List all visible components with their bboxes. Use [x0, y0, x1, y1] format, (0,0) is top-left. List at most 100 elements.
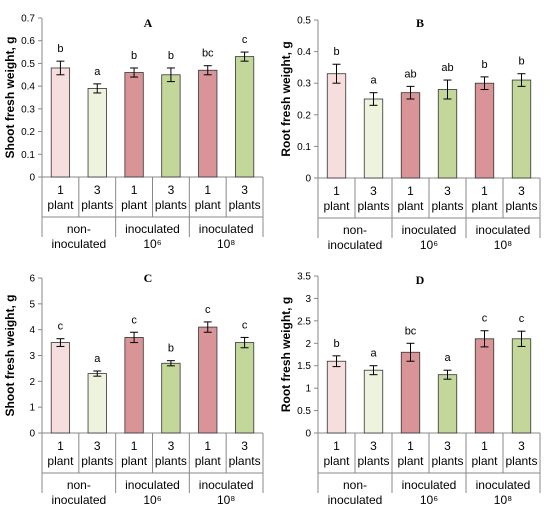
significance-label: b [333, 46, 339, 58]
bar [326, 360, 347, 434]
y-tick-label: 2 [29, 377, 35, 388]
significance-label: ab [441, 62, 453, 74]
bar [511, 338, 532, 434]
y-axis-label: Shoot fresh weight, g [3, 295, 17, 417]
category-label-line1: 3 [444, 439, 451, 453]
category-label-line1: 1 [333, 439, 340, 453]
group-label-line1: inoculated [476, 478, 531, 492]
group-label-line2: inoculated [328, 238, 383, 252]
category-label-line1: 1 [481, 439, 488, 453]
category-label-line2: plants [155, 454, 187, 468]
panel-letter: A [144, 16, 153, 30]
y-tick-label: 2 [305, 339, 311, 350]
category-label-line2: plant [47, 454, 74, 468]
category-label-line1: 1 [481, 184, 488, 198]
category-label-line1: 3 [518, 439, 525, 453]
significance-label: b [518, 56, 524, 68]
significance-label: a [94, 66, 101, 78]
y-tick-label: 1 [29, 403, 35, 414]
category-label-line1: 3 [518, 184, 525, 198]
group-label-line1: inoculated [125, 222, 180, 236]
y-tick-label: 0.3 [21, 104, 35, 115]
group-label-line1: inoculated [476, 223, 531, 237]
chart-panel-a: A Shoot fresh weight, g 0 0.1 0.2 0.3 0.4 0.5 0.… [3, 14, 264, 251]
category-label-line1: 1 [131, 183, 138, 197]
category-label-line1: 1 [57, 183, 64, 197]
category-label-line2: plant [323, 199, 350, 213]
y-tick-label: 3 [305, 294, 311, 305]
bar [326, 73, 347, 179]
y-tick-label: 0 [305, 174, 311, 185]
category-label-line2: plant [47, 198, 74, 212]
category-label-line2: plant [471, 199, 498, 213]
bar [474, 338, 495, 434]
group-label-line2: inoculated [328, 493, 383, 507]
bar [161, 362, 181, 434]
y-axis-label: Shoot fresh weight, g [3, 37, 17, 159]
group-label-line1: inoculated [199, 222, 254, 236]
bar [234, 342, 255, 434]
category-label-line2: plant [323, 454, 350, 468]
bar [437, 374, 458, 434]
category-label-line2: plant [471, 454, 498, 468]
y-tick-label: 0.4 [21, 82, 35, 93]
category-label-line2: plant [195, 198, 222, 212]
category-label-line1: 1 [407, 439, 414, 453]
category-label-line1: 3 [94, 183, 101, 197]
category-label-line2: plants [81, 454, 113, 468]
y-tick-label: 1.5 [297, 361, 311, 372]
category-label-line2: plant [195, 454, 222, 468]
bar [400, 351, 421, 434]
category-label-line1: 1 [407, 184, 414, 198]
group-label-line2: inoculated [51, 493, 106, 507]
y-tick-label: 4 [29, 325, 35, 336]
y-axis-label: Root fresh weight, g [279, 297, 293, 412]
significance-label: b [168, 343, 174, 355]
category-label-line2: plants [229, 198, 261, 212]
y-tick-label: 0.2 [297, 110, 311, 121]
panel-letter: B [416, 16, 424, 30]
y-tick-label: 0.6 [21, 36, 35, 47]
y-tick-label: 0.1 [21, 150, 35, 161]
group-label-line2: 10⁸ [494, 493, 512, 507]
significance-label: ab [404, 68, 416, 80]
bar [511, 79, 532, 179]
bar [234, 56, 255, 178]
significance-label: a [94, 353, 101, 365]
significance-label: b [333, 338, 339, 350]
category-label-line2: plants [357, 199, 389, 213]
group-label-line2: 10⁶ [143, 493, 161, 507]
y-tick-label: 0.2 [21, 127, 35, 138]
bar [474, 82, 495, 179]
category-label-line2: plants [155, 198, 187, 212]
group-label-line1: non- [343, 478, 367, 492]
bar [124, 337, 144, 434]
y-tick-label: 0 [29, 173, 35, 184]
significance-label: a [444, 352, 451, 364]
group-label-line2: 10⁸ [217, 493, 235, 507]
group-label-line1: inoculated [199, 478, 254, 492]
category-label-line1: 1 [333, 184, 340, 198]
category-label-line1: 3 [94, 439, 101, 453]
y-tick-label: 1 [305, 384, 311, 395]
category-label-line2: plant [121, 454, 148, 468]
y-tick-label: 6 [29, 274, 35, 285]
bar [400, 92, 421, 179]
bar [87, 88, 107, 178]
y-tick-label: 0.4 [297, 47, 311, 58]
group-label-line1: inoculated [402, 223, 457, 237]
significance-label: a [370, 348, 377, 360]
bar [87, 373, 107, 434]
category-label-line1: 3 [168, 183, 175, 197]
category-label-line2: plants [431, 454, 463, 468]
category-label-line1: 1 [131, 439, 138, 453]
category-label-line1: 3 [444, 184, 451, 198]
y-tick-label: 3.5 [297, 272, 311, 283]
significance-label: c [205, 304, 211, 316]
bar [198, 69, 218, 178]
group-label-line2: 10⁶ [143, 237, 161, 251]
category-label-line2: plants [357, 454, 389, 468]
bar [50, 67, 71, 178]
y-tick-label: 3 [29, 351, 35, 362]
group-label-line2: 10⁶ [420, 238, 438, 252]
